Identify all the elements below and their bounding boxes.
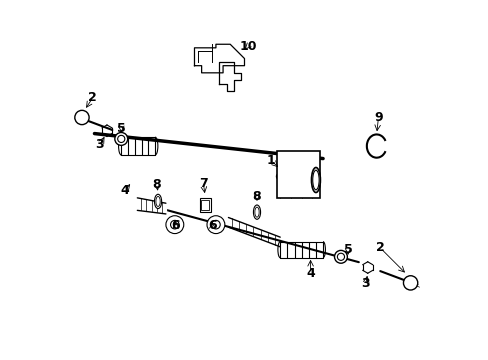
Circle shape — [118, 135, 124, 143]
Circle shape — [170, 220, 179, 229]
Text: 3: 3 — [361, 277, 369, 290]
Text: 7: 7 — [199, 177, 207, 190]
Circle shape — [403, 276, 417, 290]
Text: 4: 4 — [305, 267, 314, 280]
Ellipse shape — [254, 207, 259, 217]
Bar — [201, 200, 209, 210]
Text: 2: 2 — [88, 91, 97, 104]
Text: 9: 9 — [373, 111, 382, 124]
Ellipse shape — [312, 170, 319, 190]
Text: 10: 10 — [239, 40, 256, 53]
Ellipse shape — [276, 171, 298, 182]
Bar — [276, 152, 319, 198]
Text: 4: 4 — [120, 184, 129, 197]
Circle shape — [75, 111, 89, 125]
Text: 6: 6 — [207, 219, 216, 232]
Ellipse shape — [253, 205, 260, 219]
Text: 8: 8 — [152, 178, 161, 191]
Bar — [200, 198, 210, 212]
Ellipse shape — [156, 197, 160, 206]
Ellipse shape — [311, 167, 320, 193]
Circle shape — [206, 216, 224, 234]
Circle shape — [115, 132, 127, 145]
Ellipse shape — [294, 171, 315, 182]
Ellipse shape — [154, 194, 162, 208]
Circle shape — [337, 253, 344, 260]
Text: 6: 6 — [171, 219, 180, 232]
Circle shape — [334, 250, 346, 263]
Circle shape — [165, 216, 183, 234]
Circle shape — [211, 220, 220, 229]
Text: 8: 8 — [252, 190, 261, 203]
Text: 5: 5 — [117, 122, 125, 135]
Text: 1: 1 — [266, 154, 275, 167]
Text: 3: 3 — [95, 139, 104, 152]
Text: 2: 2 — [375, 241, 384, 255]
Text: 5: 5 — [343, 243, 352, 256]
